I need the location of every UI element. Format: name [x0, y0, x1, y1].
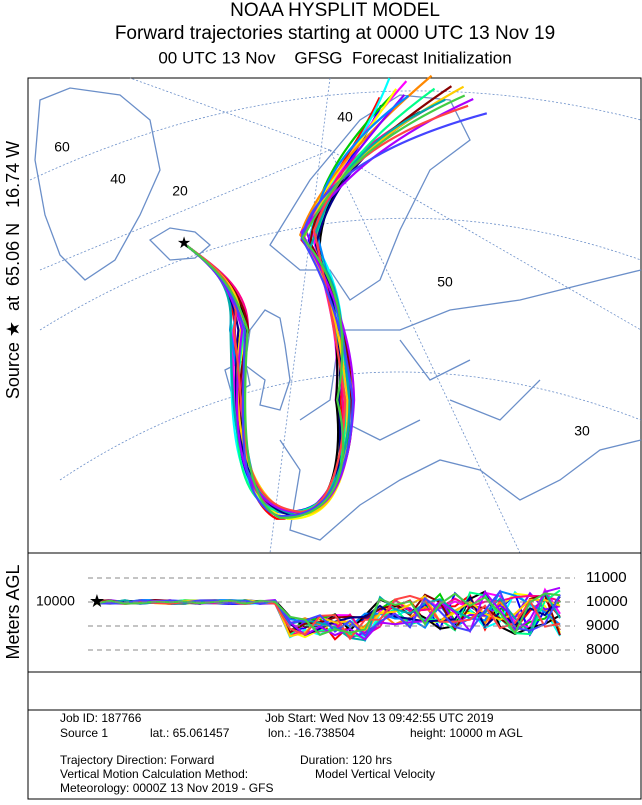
meteorology: Meteorology: 0000Z 13 Nov 2019 - GFS: [60, 781, 273, 795]
borders: [339, 339, 541, 441]
trajectory: [182, 112, 488, 517]
grid-label: 50: [437, 274, 453, 290]
source-height-label: 10000: [36, 593, 75, 609]
greenland: [34, 87, 161, 281]
title: NOAA HYSPLIT MODEL: [230, 0, 440, 21]
source-star: ★: [177, 235, 191, 252]
duration: Duration: 120 hrs: [300, 753, 392, 767]
map: ★ 60 40 20 40 50 30: [27, 74, 642, 554]
y-tick-label: 9000: [586, 617, 619, 634]
lat: lat.: 65.061457: [150, 726, 230, 740]
latitude-line: [59, 371, 642, 481]
lon: lon.: -16.738504: [268, 726, 355, 740]
height-panel: 8000 9000 10000 11000 10000 ★: [36, 569, 628, 658]
method-label: Vertical Motion Calculation Method:: [60, 767, 248, 781]
meridian: [39, 149, 331, 271]
height-trace: [94, 589, 561, 638]
y-tick-label: 8000: [586, 641, 619, 658]
latitude-line: [29, 90, 642, 181]
footer-frame: [27, 709, 642, 800]
latitude-line: [39, 217, 642, 331]
britain: [244, 309, 291, 411]
scandinavia: [269, 94, 471, 301]
grid-label: 30: [574, 423, 590, 439]
job-id: Job ID: 187766: [60, 711, 142, 725]
y-tick-label: 10000: [586, 593, 628, 610]
source-height-star: ★: [89, 591, 105, 611]
subtitle: Forward trajectories starting at 0000 UT…: [115, 23, 555, 44]
height: height: 10000 m AGL: [410, 726, 523, 740]
iceland: [148, 227, 211, 261]
subtitle-2: 00 UTC 13 Nov GFSG Forecast Initializati…: [158, 48, 511, 67]
grid-label: 20: [172, 183, 188, 199]
grid-label: 40: [110, 171, 126, 187]
trajectory: [182, 94, 466, 519]
y-axis-label: Meters AGL: [3, 564, 23, 659]
trajectory: [182, 98, 446, 516]
footer: Job ID: 187766 Job Start: Wed Nov 13 09:…: [60, 711, 523, 795]
direction: Trajectory Direction: Forward: [60, 753, 214, 767]
job-start: Job Start: Wed Nov 13 09:42:55 UTC 2019: [265, 711, 494, 725]
meridian: [129, 77, 331, 151]
height-trace: [94, 594, 561, 641]
source-label: Source ★ at 65.06 N 16.74 W: [3, 141, 23, 399]
source: Source 1: [60, 726, 108, 740]
trajectory: [182, 104, 469, 513]
grid-label: 60: [54, 139, 70, 155]
trajectories: ★: [177, 74, 488, 520]
europe-coast: [279, 269, 642, 541]
grid-label: 40: [337, 109, 353, 125]
method: Model Vertical Velocity: [315, 767, 435, 781]
y-tick-label: 11000: [586, 569, 627, 586]
